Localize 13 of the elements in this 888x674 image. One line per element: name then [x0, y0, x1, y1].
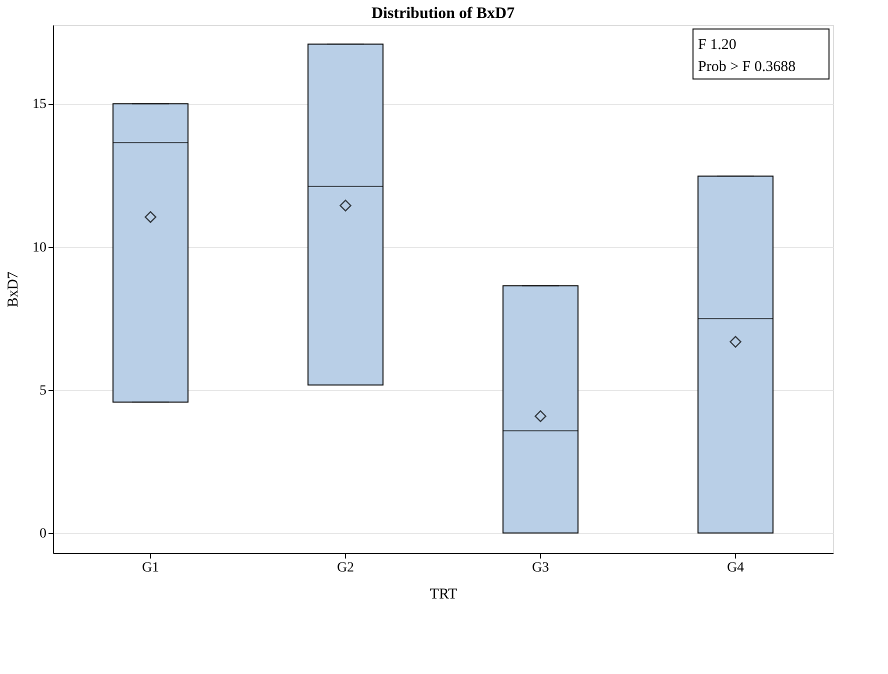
annotation: Prob > F 0.3688: [698, 59, 796, 75]
y-tick-label: 5: [40, 383, 46, 398]
y-axis-title: BxD7: [6, 271, 22, 308]
x-tick-label: G4: [726, 560, 744, 576]
x-tick-label: G3: [532, 560, 550, 576]
x-tick-label: G1: [142, 560, 160, 576]
x-tick-label: G2: [336, 560, 354, 576]
y-tick-label: 15: [32, 97, 46, 112]
y-tick-label: 10: [32, 240, 46, 256]
annotation: F 1.20: [698, 37, 736, 53]
y-tick-label: 0: [40, 526, 46, 542]
x-axis-title: TRT: [430, 586, 458, 602]
chart-title: Distribution of BxD7: [371, 5, 515, 22]
